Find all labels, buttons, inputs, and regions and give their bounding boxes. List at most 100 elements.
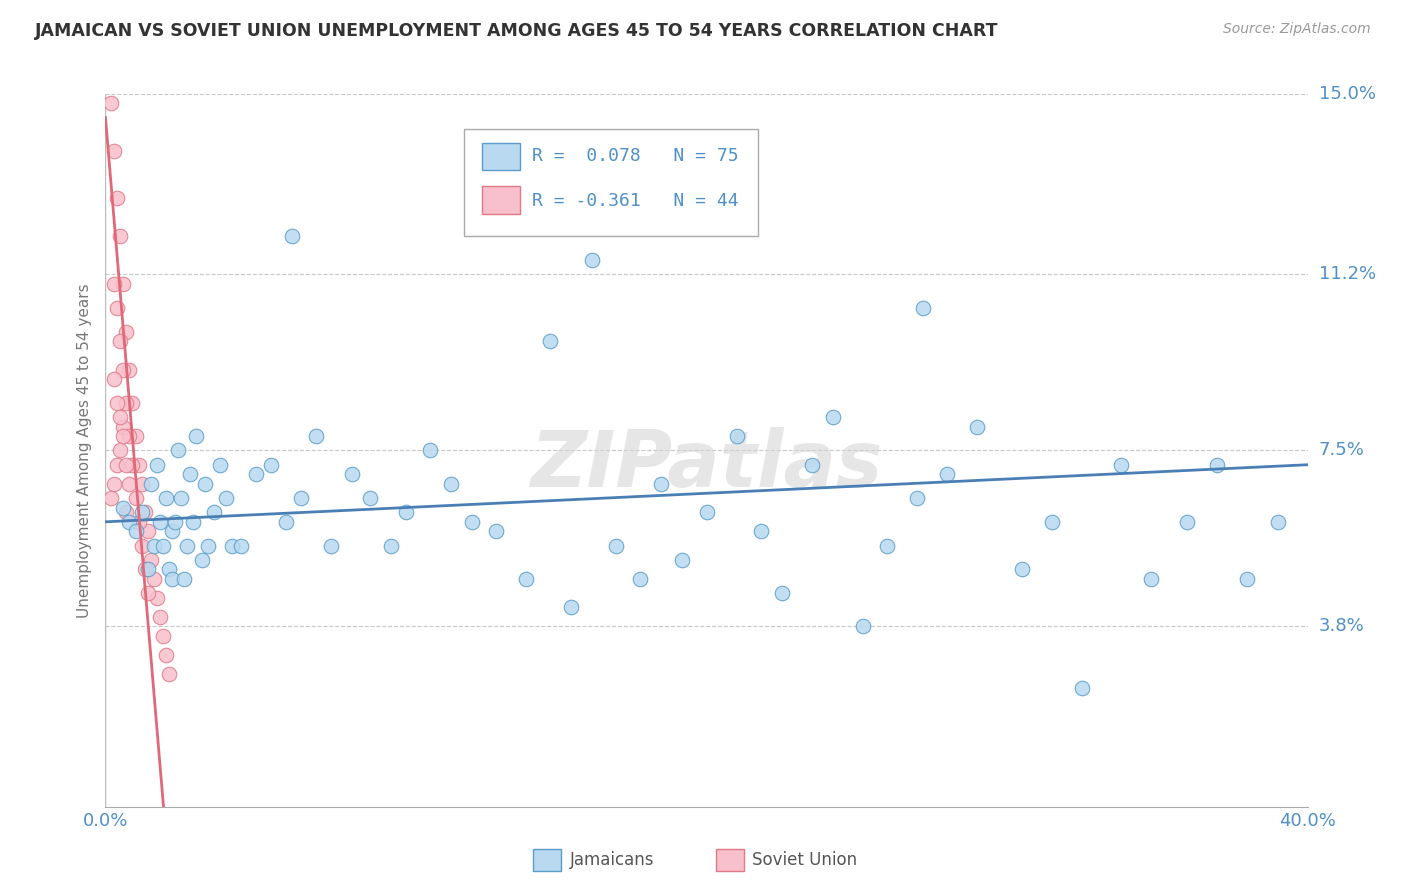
Point <box>560 600 582 615</box>
Point <box>821 410 844 425</box>
Point <box>103 277 125 291</box>
Point <box>155 648 177 662</box>
Point <box>725 429 748 443</box>
Point <box>134 562 156 576</box>
Point <box>395 505 418 519</box>
Text: 3.8%: 3.8% <box>1319 617 1364 635</box>
Point <box>103 372 125 386</box>
Point <box>966 419 988 434</box>
Point <box>1175 515 1198 529</box>
Point <box>112 419 135 434</box>
Point <box>179 467 201 482</box>
Point <box>260 458 283 472</box>
Point <box>319 539 342 553</box>
Point <box>136 562 159 576</box>
Point <box>115 396 138 410</box>
Point <box>121 458 143 472</box>
Point <box>131 476 153 491</box>
Point <box>1040 515 1063 529</box>
Point <box>650 476 672 491</box>
Point <box>274 515 297 529</box>
Text: Source: ZipAtlas.com: Source: ZipAtlas.com <box>1223 22 1371 37</box>
Point <box>245 467 267 482</box>
Point <box>359 491 381 505</box>
FancyBboxPatch shape <box>464 129 758 236</box>
Point <box>197 539 219 553</box>
Point <box>112 277 135 291</box>
Text: Soviet Union: Soviet Union <box>752 851 858 869</box>
Point <box>118 476 141 491</box>
Point <box>103 476 125 491</box>
Point <box>202 505 225 519</box>
Point <box>107 396 129 410</box>
Point <box>110 229 132 244</box>
Point <box>281 229 304 244</box>
Point <box>139 476 162 491</box>
Point <box>152 539 174 553</box>
Point <box>121 396 143 410</box>
Point <box>112 362 135 376</box>
Point <box>696 505 718 519</box>
Point <box>749 524 772 539</box>
Point <box>118 362 141 376</box>
Bar <box>482 143 520 170</box>
Point <box>115 325 138 339</box>
Point <box>852 619 875 633</box>
Text: 15.0%: 15.0% <box>1319 85 1375 103</box>
Point <box>136 586 159 600</box>
Point <box>145 591 167 605</box>
Point <box>305 429 328 443</box>
Point <box>671 553 693 567</box>
Point <box>110 443 132 458</box>
Point <box>538 334 561 348</box>
Point <box>107 301 129 315</box>
Point <box>440 476 463 491</box>
Point <box>461 515 484 529</box>
Point <box>118 429 141 443</box>
Point <box>485 524 508 539</box>
Point <box>380 539 402 553</box>
Point <box>605 539 627 553</box>
Point <box>181 515 204 529</box>
Text: R =  0.078   N = 75: R = 0.078 N = 75 <box>533 147 738 165</box>
Point <box>107 191 129 205</box>
Point <box>131 505 153 519</box>
Text: R = -0.361   N = 44: R = -0.361 N = 44 <box>533 192 738 210</box>
Point <box>190 553 212 567</box>
Point <box>1236 572 1258 586</box>
Point <box>419 443 441 458</box>
Point <box>124 429 146 443</box>
Point <box>173 572 195 586</box>
Point <box>515 572 537 586</box>
Point <box>1109 458 1132 472</box>
Point <box>340 467 363 482</box>
Point <box>1140 572 1163 586</box>
Point <box>110 410 132 425</box>
Point <box>160 572 183 586</box>
Point <box>936 467 959 482</box>
Point <box>1206 458 1229 472</box>
Point <box>103 144 125 158</box>
Text: 7.5%: 7.5% <box>1319 442 1365 459</box>
Point <box>905 491 928 505</box>
Point <box>112 429 135 443</box>
Point <box>136 524 159 539</box>
Point <box>110 334 132 348</box>
Point <box>124 524 146 539</box>
Point <box>221 539 243 553</box>
Point <box>107 458 129 472</box>
Point <box>770 586 793 600</box>
Point <box>100 491 122 505</box>
Point <box>166 443 188 458</box>
Point <box>131 539 153 553</box>
Point <box>124 491 146 505</box>
Point <box>911 301 934 315</box>
Point <box>157 667 180 681</box>
Point <box>208 458 231 472</box>
Text: ZIPatlas: ZIPatlas <box>530 426 883 503</box>
Point <box>800 458 823 472</box>
Point <box>142 539 165 553</box>
Point <box>1071 681 1094 696</box>
Point <box>290 491 312 505</box>
Point <box>115 505 138 519</box>
